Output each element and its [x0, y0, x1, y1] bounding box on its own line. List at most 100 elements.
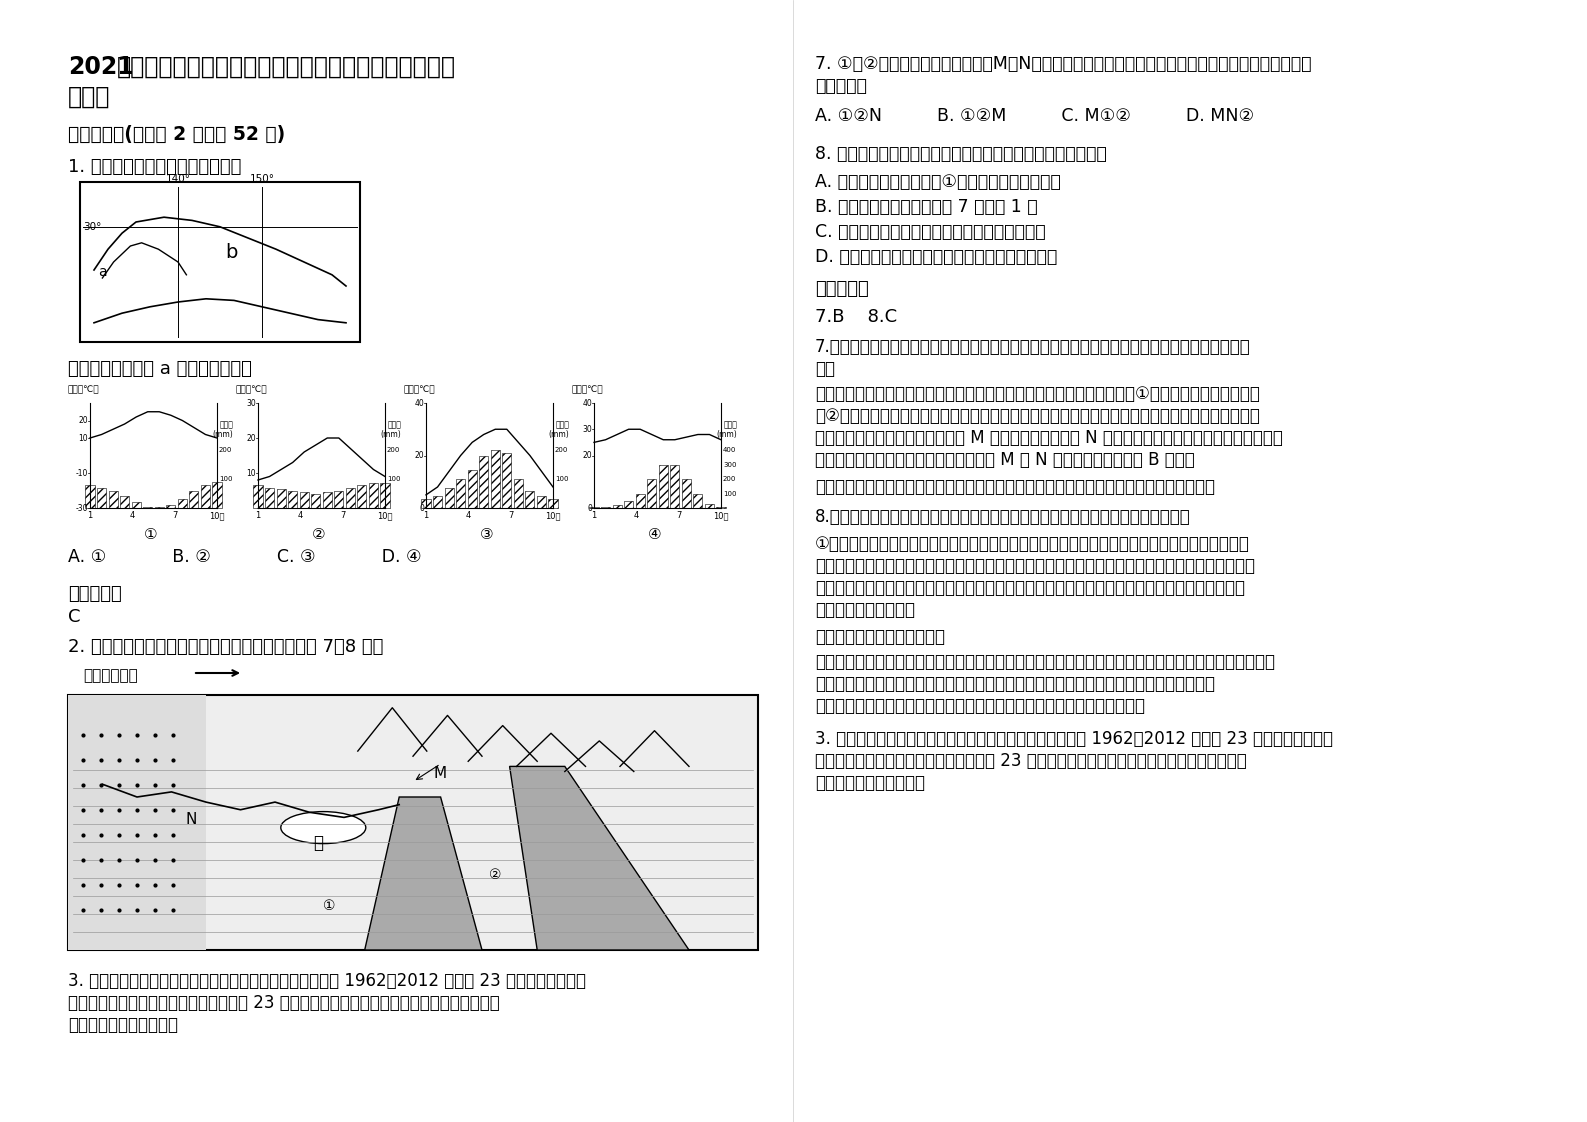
Polygon shape [509, 766, 689, 950]
Bar [682, 479, 690, 508]
Text: 4: 4 [130, 511, 135, 519]
Text: 值。据此完成下面小题。: 值。据此完成下面小题。 [68, 1017, 178, 1034]
Text: 1: 1 [592, 511, 597, 519]
Bar [514, 479, 522, 508]
Bar [659, 465, 668, 508]
Text: 10: 10 [246, 469, 256, 478]
Text: 140°: 140° [165, 174, 190, 184]
Text: A. ①            B. ②            C. ③            D. ④: A. ① B. ② C. ③ D. ④ [68, 548, 422, 565]
Bar [68, 695, 206, 950]
Text: 30: 30 [246, 398, 256, 407]
Text: N: N [186, 812, 197, 827]
Bar [108, 490, 117, 508]
Text: A. 图示区域水循环参与了①处地质构造的形成过程: A. 图示区域水循环参与了①处地质构造的形成过程 [816, 173, 1060, 191]
Text: 了水体的海陆间循环。: 了水体的海陆间循环。 [816, 601, 916, 619]
Text: 150°: 150° [249, 174, 275, 184]
Text: -30: -30 [76, 504, 87, 513]
Text: D. 图示区域水循环总量的减少与图中湖泊关系密切: D. 图示区域水循环总量的减少与图中湖泊关系密切 [816, 248, 1057, 266]
Text: 降水量
(mm): 降水量 (mm) [381, 420, 402, 440]
Bar [357, 485, 367, 508]
Text: 200: 200 [724, 476, 736, 482]
Bar [202, 485, 209, 508]
Text: 20: 20 [246, 433, 256, 442]
Bar [381, 484, 389, 508]
Text: 200: 200 [219, 448, 232, 453]
Text: M: M [433, 766, 448, 781]
Text: 100: 100 [219, 476, 233, 482]
Text: 7. ①、②分别示意两种地质构造，M、N分别示意两种地形类型。按照其形成时间的先后，正确的判断: 7. ①、②分别示意两种地质构造，M、N分别示意两种地形类型。按照其形成时间的先… [816, 55, 1311, 73]
Text: 20: 20 [414, 451, 424, 460]
Bar [549, 499, 557, 508]
Text: C. 图中河流干流发生弯曲的根本原因是地形因素: C. 图中河流干流发生弯曲的根本原因是地形因素 [816, 223, 1046, 241]
Bar [276, 489, 286, 508]
Text: 8. 图示区域水循环及其河流、湖泊的叙述，正确的是（　　）: 8. 图示区域水循环及其河流、湖泊的叙述，正确的是（ ） [816, 145, 1106, 163]
Text: 8.【命题立意】本题旨在考查地质构造图中水循环的知识，考查学生读图分析能力。: 8.【命题立意】本题旨在考查地质构造图中水循环的知识，考查学生读图分析能力。 [816, 508, 1190, 526]
Text: 纬度的花期长度变化趋势示意图。细线是 23 种木本植物花期长度的连线。圆点表示变化的平均: 纬度的花期长度变化趋势示意图。细线是 23 种木本植物花期长度的连线。圆点表示变… [68, 994, 500, 1012]
Text: 1: 1 [424, 511, 428, 519]
Text: 300: 300 [724, 461, 736, 468]
Bar [601, 506, 609, 508]
Bar [289, 490, 297, 508]
Bar [156, 506, 163, 508]
Bar [213, 482, 222, 508]
Bar [501, 453, 511, 508]
Text: A. ①②N          B. ①②M          C. M①②          D. MN②: A. ①②N B. ①②M C. M①② D. MN② [816, 107, 1254, 125]
Text: 断层的形成的时间，无法判断先后，所以 M 和 N 无法判断先后。所以 B 正确。: 断层的形成的时间，无法判断先后，所以 M 和 N 无法判断先后。所以 B 正确。 [816, 451, 1195, 469]
Text: 7: 7 [340, 511, 346, 519]
Text: 100: 100 [724, 490, 736, 497]
Bar [716, 506, 725, 508]
Text: 0: 0 [419, 504, 424, 513]
Text: 年湖北省荆州市洪湖实验中学高三地理下学期期末试题: 年湖北省荆州市洪湖实验中学高三地理下学期期末试题 [117, 55, 455, 79]
Text: 200: 200 [387, 448, 400, 453]
Text: 一、选择题(每小题 2 分，共 52 分): 一、选择题(每小题 2 分，共 52 分) [68, 125, 286, 144]
Text: -10: -10 [76, 469, 87, 478]
Text: 的物质运动和能量交换，此对气候、地貌等都产生了深刻的影响；水是自然界最富动力作用: 的物质运动和能量交换，此对气候、地貌等都产生了深刻的影响；水是自然界最富动力作用 [816, 675, 1216, 693]
Bar [444, 488, 454, 508]
Text: ①: ① [324, 899, 336, 913]
Bar [624, 500, 633, 508]
Bar [143, 506, 152, 508]
Text: 200: 200 [555, 448, 568, 453]
Text: 水循环首先是维持着地球上各水体之间的动态平衡，使淡水资源不断得到更新；其次水循环促进了自然界: 水循环首先是维持着地球上各水体之间的动态平衡，使淡水资源不断得到更新；其次水循环… [816, 653, 1274, 671]
Bar [335, 490, 343, 508]
Bar [189, 490, 198, 508]
Bar [322, 493, 332, 508]
Ellipse shape [281, 811, 365, 844]
Text: 参考答案：: 参考答案： [816, 280, 868, 298]
Bar [346, 488, 355, 508]
Text: b: b [225, 242, 238, 261]
Text: 1: 1 [87, 511, 92, 519]
Text: 风，所以判断该地属于北半球的温带海洋气候，全年降水分布均匀，水循环量各月相差不大；湖泊的: 风，所以判断该地属于北半球的温带海洋气候，全年降水分布均匀，水循环量各月相差不大… [816, 557, 1255, 574]
Text: 100: 100 [387, 476, 400, 482]
Bar [636, 494, 644, 508]
Bar [468, 470, 476, 508]
Text: 30: 30 [582, 425, 592, 434]
Text: 400: 400 [724, 448, 736, 453]
Bar [300, 493, 309, 508]
Text: 7.【命题立意】本题旨在考查地质构造图中地质构造类型和地貌类型的知识，考查学生读图判读能: 7.【命题立意】本题旨在考查地质构造图中地质构造类型和地貌类型的知识，考查学生读… [816, 338, 1251, 356]
Bar [311, 494, 321, 508]
Bar [121, 496, 129, 508]
Text: 存在加大了蒸发，加大了枯水期的径流量，从而增大了地区水循环量；而图中湖泊为外流湖，参与: 存在加大了蒸发，加大了枯水期的径流量，从而增大了地区水循环量；而图中湖泊为外流湖… [816, 579, 1244, 597]
Text: 降水量
(mm): 降水量 (mm) [213, 420, 233, 440]
Text: a: a [98, 265, 106, 279]
Text: 的因子之一；水循环是传送带，它是地表物质迁移的强大动力和主要载体。: 的因子之一；水循环是传送带，它是地表物质迁移的强大动力和主要载体。 [816, 697, 1144, 715]
Text: 参考答案：: 参考答案： [68, 585, 122, 603]
Bar [536, 496, 546, 508]
Text: 降水量
(mm): 降水量 (mm) [716, 420, 736, 440]
Text: 2. 下图为某沿海地区地质地貌示意图。读图，完成 7～8 题。: 2. 下图为某沿海地区地质地貌示意图。读图，完成 7～8 题。 [68, 638, 384, 656]
Bar [265, 488, 275, 508]
Bar [79, 182, 360, 342]
Text: B. 图示区域水循环活跃程度 7 月大于 1 月: B. 图示区域水循环活跃程度 7 月大于 1 月 [816, 197, 1038, 217]
Text: 地时，泥沙沉积，在山麓地带形成 M 地貌，为冲积扇，而 N 处为河口三角洲，由于河流形成的时间和: 地时，泥沙沉积，在山麓地带形成 M 地貌，为冲积扇，而 N 处为河口三角洲，由于… [816, 429, 1282, 447]
Text: 20: 20 [78, 416, 87, 425]
Bar [254, 485, 262, 508]
Text: C: C [68, 608, 81, 626]
Text: 4: 4 [633, 511, 640, 519]
Bar [178, 499, 187, 508]
Bar [490, 450, 500, 508]
Text: 3. 花期物候研究对优化花境和健康生活有重要意义。下图为 1962～2012 年我国 23 种木本植物在不同: 3. 花期物候研究对优化花境和健康生活有重要意义。下图为 1962～2012 年… [816, 730, 1333, 748]
Text: ④: ④ [647, 527, 662, 542]
Polygon shape [365, 797, 482, 950]
Text: 湖: 湖 [313, 834, 324, 852]
